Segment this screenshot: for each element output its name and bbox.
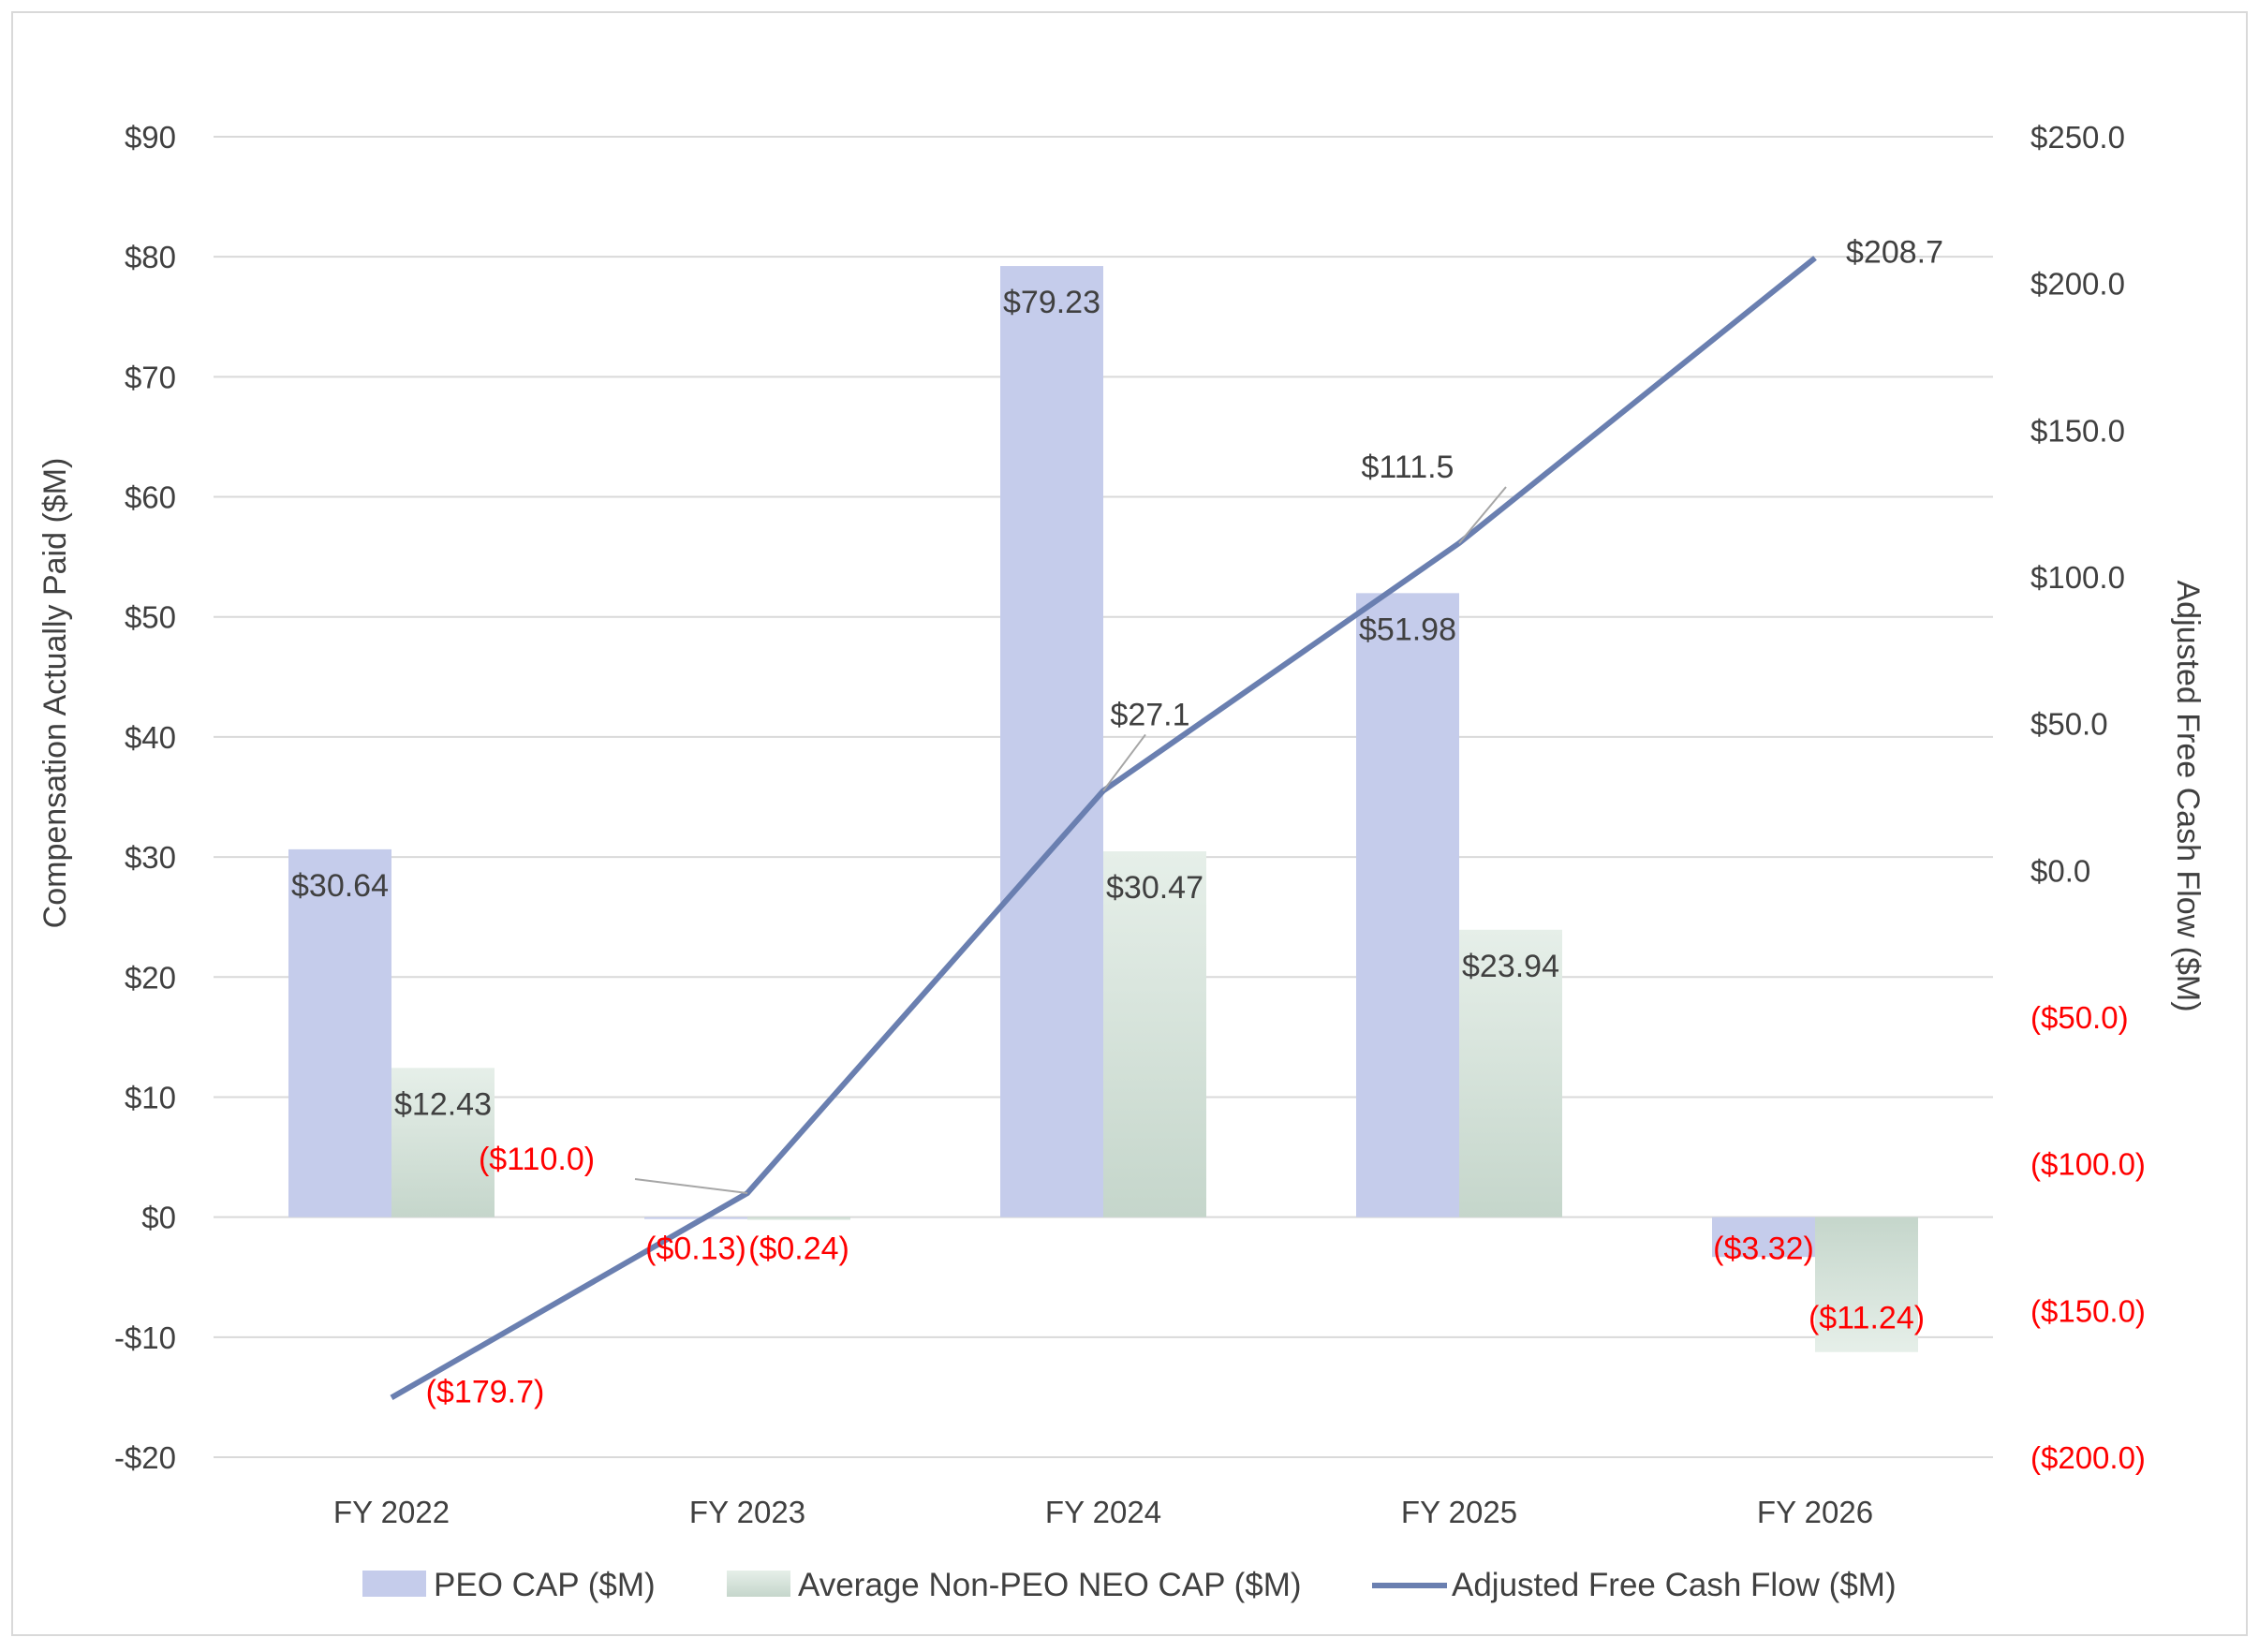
bar-peo-label: $79.23 <box>1003 285 1100 320</box>
legend-label-neo: Average Non-PEO NEO CAP ($M) <box>798 1567 1302 1603</box>
category-label: FY 2025 <box>1401 1495 1517 1529</box>
fcf-leader-line <box>1458 486 1507 544</box>
left-tick-label: -$10 <box>114 1320 176 1355</box>
bars <box>288 266 1918 1352</box>
right-tick-label: ($100.0) <box>2030 1147 2146 1182</box>
bar-peo <box>644 1217 747 1219</box>
bar-neo <box>1459 929 1562 1217</box>
left-tick-label: $10 <box>125 1080 176 1114</box>
bar-neo <box>1815 1217 1918 1352</box>
right-tick-label: ($150.0) <box>2030 1293 2146 1328</box>
legend-label-peo: PEO CAP ($M) <box>434 1567 656 1603</box>
left-tick-label: $0 <box>141 1201 176 1235</box>
legend: PEO CAP ($M) Average Non-PEO NEO CAP ($M… <box>362 1567 1897 1603</box>
left-tick-label: $30 <box>125 840 176 875</box>
bar-neo <box>391 1068 495 1217</box>
left-axis-title: Compensation Actually Paid ($M) <box>37 458 73 929</box>
legend-swatch-peo <box>362 1571 426 1597</box>
bar-neo-label: $23.94 <box>1462 949 1559 984</box>
category-label: FY 2026 <box>1757 1495 1873 1529</box>
fcf-point-label: $208.7 <box>1846 234 1943 270</box>
fcf-leader-line <box>634 1178 748 1194</box>
fcf-point-label: ($179.7) <box>426 1374 545 1409</box>
left-tick-label: $20 <box>125 960 176 995</box>
data-labels: $30.64 ($0.13) $79.23 $51.98 ($3.32) $12.43 ($… <box>291 234 1943 1409</box>
fcf-leader-line <box>1102 733 1146 792</box>
legend-swatch-neo <box>727 1571 790 1597</box>
bar-peo-label: ($3.32) <box>1713 1232 1814 1267</box>
left-tick-label: $90 <box>125 120 176 155</box>
left-tick-label: $50 <box>125 600 176 635</box>
category-label: FY 2024 <box>1045 1495 1161 1529</box>
fcf-point-label: $27.1 <box>1110 697 1189 732</box>
category-label: FY 2023 <box>689 1495 805 1529</box>
right-tick-label: $200.0 <box>2030 267 2125 302</box>
bar-neo-label: $30.47 <box>1106 870 1203 906</box>
bar-peo-label: $30.64 <box>291 868 389 904</box>
fcf-point-label: $111.5 <box>1362 450 1454 485</box>
left-tick-label: -$20 <box>114 1440 176 1475</box>
left-axis-ticks: $90 $80 $70 $60 $50 $40 $30 $20 $10 $0 -$10 -$20 <box>114 120 176 1475</box>
left-tick-label: $40 <box>125 720 176 755</box>
right-tick-label: ($50.0) <box>2030 1000 2129 1035</box>
legend-label-line: Adjusted Free Cash Flow ($M) <box>1452 1567 1897 1603</box>
bar-peo-label: ($0.13) <box>645 1232 746 1267</box>
chart-border <box>11 11 2248 1636</box>
bar-neo-label: $12.43 <box>394 1086 492 1122</box>
right-axis-title: Adjusted Free Cash Flow ($M) <box>2170 580 2206 1011</box>
bar-neo-label: ($0.24) <box>748 1232 849 1267</box>
right-axis-ticks: $250.0 $200.0 $150.0 $100.0 $50.0 $0.0 ($50.0)… <box>2030 120 2146 1475</box>
bar-neo-label: ($11.24) <box>1809 1301 1925 1336</box>
bar-peo <box>1356 593 1459 1217</box>
fcf-point-label: ($110.0) <box>479 1142 595 1177</box>
right-tick-label: $50.0 <box>2030 707 2108 742</box>
cash-flow-line <box>390 256 1817 1400</box>
right-tick-label: $150.0 <box>2030 413 2125 448</box>
left-tick-label: $80 <box>125 240 176 274</box>
category-axis-labels: FY 2022 FY 2023 FY 2024 FY 2025 FY 2026 <box>333 1495 1873 1529</box>
right-tick-label: $100.0 <box>2030 560 2125 595</box>
right-tick-label: $0.0 <box>2030 853 2090 888</box>
left-tick-label: $70 <box>125 360 176 394</box>
bar-peo <box>1712 1217 1815 1258</box>
right-tick-label: ($200.0) <box>2030 1440 2146 1475</box>
bar-peo <box>1000 266 1103 1217</box>
right-tick-label: $250.0 <box>2030 120 2125 155</box>
category-label: FY 2022 <box>333 1495 450 1529</box>
bar-neo <box>1103 851 1206 1217</box>
bar-peo <box>288 848 391 1217</box>
bar-neo <box>747 1217 850 1220</box>
left-tick-label: $60 <box>125 480 176 515</box>
bar-peo-label: $51.98 <box>1359 612 1456 647</box>
